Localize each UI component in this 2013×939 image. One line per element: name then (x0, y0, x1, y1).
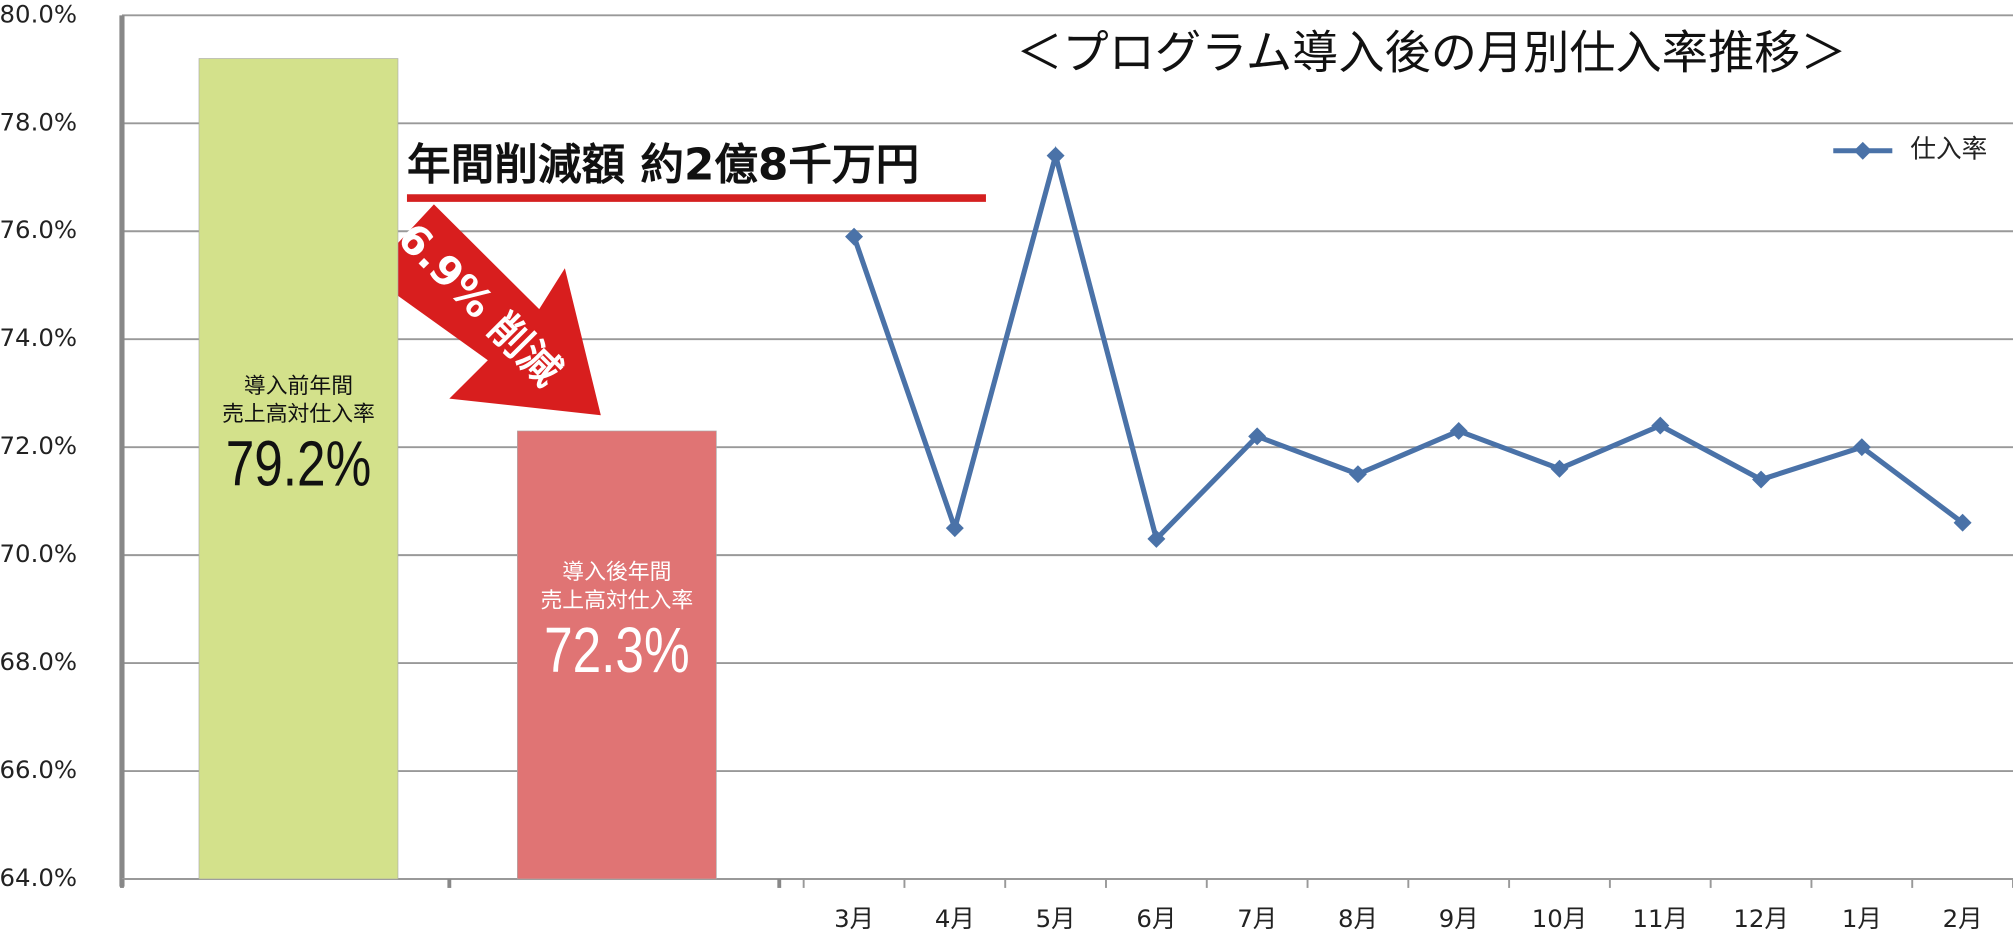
x-tick-label: 6月 (1136, 904, 1176, 933)
bar (517, 430, 717, 880)
y-tick-label: 66.0% (0, 755, 77, 784)
bar-value-label: 72.3% (544, 616, 690, 687)
legend-marker (1853, 141, 1872, 160)
data-point (1550, 459, 1569, 478)
data-point (1852, 438, 1871, 457)
reduction-arrow (368, 204, 601, 416)
x-tick-label: 3月 (834, 904, 874, 933)
bar (198, 58, 399, 880)
y-tick-label: 78.0% (0, 107, 77, 136)
bar-label: 売上高対仕入率 (540, 588, 693, 613)
data-point (1953, 513, 1972, 532)
data-point (1651, 416, 1670, 435)
x-tick-label: 11月 (1633, 904, 1688, 933)
data-point (945, 519, 964, 538)
bar-label: 導入後年間 (562, 560, 671, 585)
x-tick-label: 7月 (1237, 904, 1277, 933)
x-tick-label: 1月 (1842, 904, 1882, 933)
data-point (1348, 465, 1367, 484)
y-tick-label: 70.0% (0, 539, 77, 568)
data-point (845, 227, 864, 246)
y-tick-label: 68.0% (0, 647, 77, 676)
x-tick-label: 10月 (1532, 904, 1587, 933)
savings-annotation: 年間削減額 約2億8千万円 (407, 140, 919, 190)
data-point (1248, 427, 1267, 446)
legend-label: 仕入率 (1910, 135, 1987, 165)
y-tick-label: 74.0% (0, 323, 77, 352)
bar-label: 売上高対仕入率 (222, 402, 375, 427)
y-tick-label: 64.0% (0, 863, 77, 892)
x-tick-label: 12月 (1733, 904, 1788, 933)
x-tick-label: 5月 (1036, 904, 1076, 933)
y-tick-label: 72.0% (0, 431, 77, 460)
y-tick-label: 80.0% (0, 0, 77, 28)
series-line (851, 145, 1965, 544)
x-tick-label: 4月 (935, 904, 975, 933)
data-point (1449, 422, 1468, 440)
chart-title: ＜プログラム導入後の月別仕入率推移＞ (1016, 26, 1846, 80)
x-tick-label: 2月 (1943, 904, 1983, 933)
bar-label: 導入前年間 (244, 374, 353, 399)
y-tick-label: 76.0% (0, 215, 77, 244)
x-tick-label: 9月 (1439, 904, 1479, 933)
bar-value-label: 79.2% (226, 429, 372, 500)
x-tick-label: 8月 (1338, 904, 1378, 933)
data-point (1046, 146, 1065, 165)
